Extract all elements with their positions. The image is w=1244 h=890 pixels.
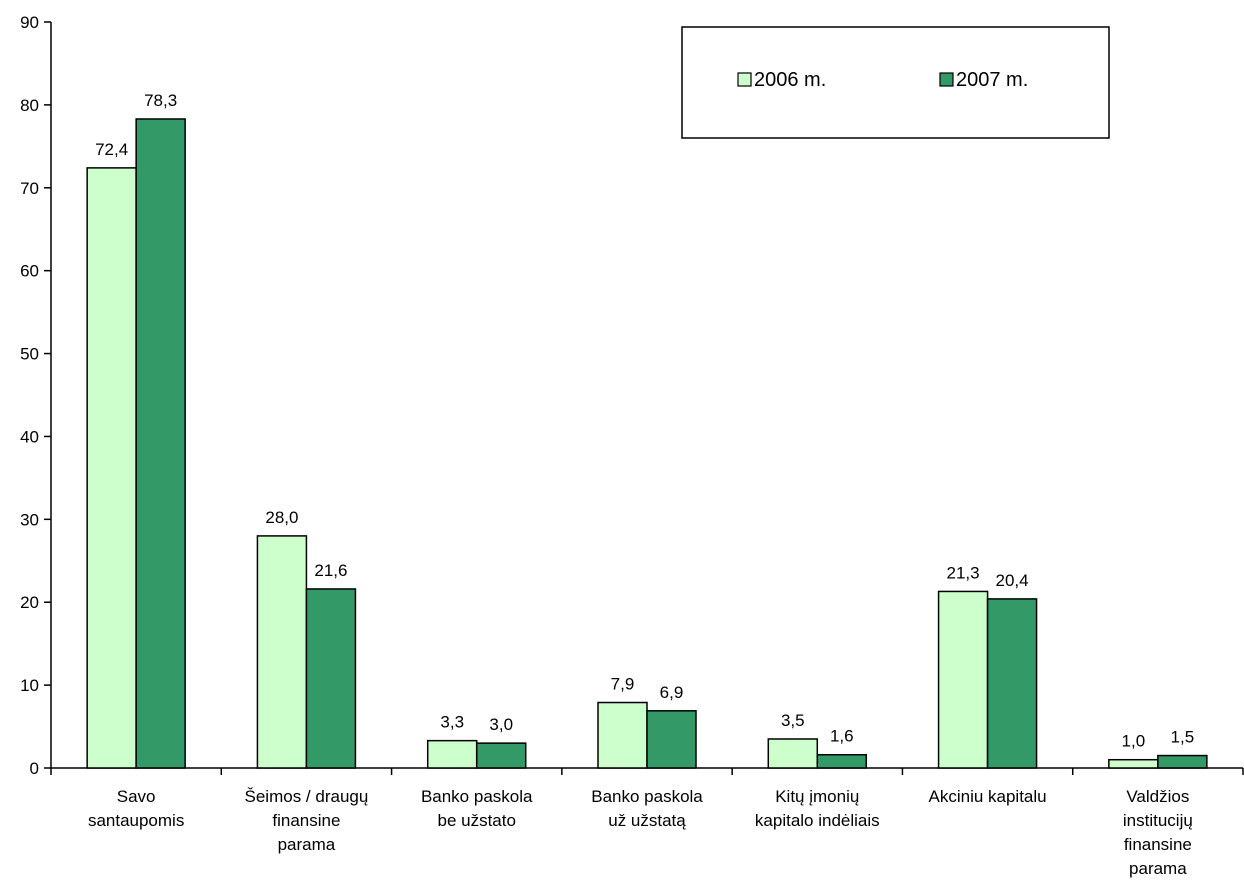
data-label: 7,9 xyxy=(611,675,635,694)
data-label: 6,9 xyxy=(660,683,684,702)
legend-box xyxy=(681,26,1110,139)
y-tick-label: 30 xyxy=(20,510,39,529)
data-label: 21,3 xyxy=(947,563,980,582)
data-label: 21,6 xyxy=(314,561,347,580)
y-tick-label: 90 xyxy=(20,13,39,32)
bar-2006 xyxy=(86,167,137,769)
legend-swatch xyxy=(737,72,752,87)
bar-2007 xyxy=(986,598,1038,769)
x-tick-label: Šeimos / draugų finansine parama xyxy=(245,787,369,854)
axes: 0 10 20 30 40 50 60 70 80 90 Savo santaupomis Šeimos… xyxy=(20,13,1244,878)
data-label: 20,4 xyxy=(996,571,1029,590)
bar-2006 xyxy=(426,739,478,769)
legend-label: 2006 m. xyxy=(754,69,826,91)
y-tick-label: 50 xyxy=(20,345,39,364)
data-label: 1,0 xyxy=(1122,732,1146,751)
x-tick-label: Banko paskola už užstatą xyxy=(591,787,703,830)
data-label: 3,0 xyxy=(489,715,513,734)
bar-2007 xyxy=(135,118,186,769)
data-label: 78,3 xyxy=(144,91,177,110)
y-tick-label: 80 xyxy=(20,96,39,115)
data-labels: 72,4 28,0 3,3 7,9 3,5 21,3 1,0 78,3 21,6 3,0 6,9 1,… xyxy=(95,91,1194,751)
bar-2006 xyxy=(1108,758,1159,769)
legend-label: 2007 m. xyxy=(956,69,1028,91)
data-label: 28,0 xyxy=(265,508,298,527)
bar-2007 xyxy=(816,753,868,769)
y-tick-label: 0 xyxy=(30,759,39,778)
y-tick-label: 40 xyxy=(20,427,39,446)
bar-2007 xyxy=(1157,754,1208,769)
y-tick-label: 10 xyxy=(20,676,39,695)
legend-swatch xyxy=(939,72,954,87)
y-tick-label: 20 xyxy=(20,593,39,612)
data-label: 3,3 xyxy=(440,713,464,732)
bars xyxy=(86,118,1208,769)
x-tick-label: Banko paskola be užstato xyxy=(421,787,533,830)
y-tick-label: 70 xyxy=(20,179,39,198)
y-tick-label: 60 xyxy=(20,262,39,281)
data-label: 1,5 xyxy=(1171,728,1195,747)
legend: 2006 m. 2007 m. xyxy=(681,26,1110,139)
data-label: 1,6 xyxy=(830,727,854,746)
bar-2006 xyxy=(767,738,819,769)
x-tick-label: Savo santaupomis xyxy=(88,787,184,830)
bar-2006 xyxy=(256,535,308,769)
bar-2007 xyxy=(305,588,357,769)
x-tick-label: Valdžios institucijų finansine parama xyxy=(1123,787,1193,878)
x-tick-label: Akciniu kapitalu xyxy=(929,787,1047,806)
bar-2006 xyxy=(597,701,648,769)
data-label: 72,4 xyxy=(95,140,128,159)
bar-2007 xyxy=(475,742,527,769)
data-label: 3,5 xyxy=(781,711,805,730)
x-tick-label: Kitų įmonių kapitalo indėliais xyxy=(755,787,880,830)
bar-2007 xyxy=(646,710,697,769)
bar-2006 xyxy=(937,590,989,769)
